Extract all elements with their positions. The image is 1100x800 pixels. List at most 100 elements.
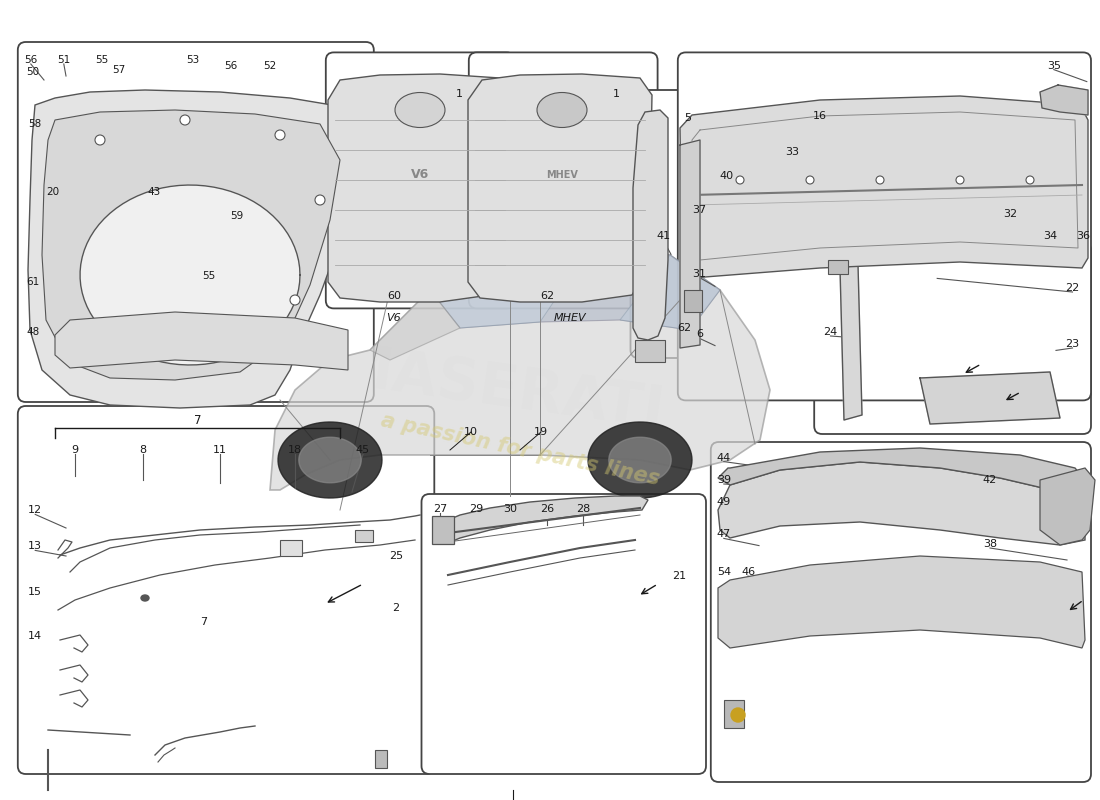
- Text: 35: 35: [1047, 61, 1060, 70]
- Text: 44: 44: [717, 453, 730, 462]
- Text: 52: 52: [263, 62, 276, 71]
- FancyBboxPatch shape: [326, 53, 515, 308]
- Circle shape: [275, 130, 285, 140]
- Polygon shape: [588, 422, 692, 498]
- Bar: [355, 530, 373, 542]
- Polygon shape: [80, 185, 300, 365]
- Text: 28: 28: [576, 504, 590, 514]
- Text: 24: 24: [824, 327, 837, 337]
- FancyBboxPatch shape: [678, 53, 1091, 400]
- Bar: [280, 540, 302, 556]
- Text: 51: 51: [57, 55, 70, 65]
- Polygon shape: [1040, 85, 1088, 115]
- Text: 6: 6: [696, 330, 703, 339]
- Text: 26: 26: [540, 504, 553, 514]
- Text: 45: 45: [356, 445, 370, 454]
- Polygon shape: [680, 96, 1088, 278]
- FancyBboxPatch shape: [18, 406, 434, 774]
- Text: 10: 10: [464, 427, 477, 437]
- Circle shape: [732, 708, 745, 722]
- Text: 62: 62: [541, 291, 554, 301]
- Circle shape: [876, 176, 884, 184]
- Text: MASERATI: MASERATI: [331, 338, 669, 442]
- Polygon shape: [468, 74, 652, 302]
- Text: 34: 34: [1044, 231, 1057, 241]
- Text: 39: 39: [717, 475, 730, 485]
- Text: MHEV: MHEV: [546, 170, 578, 180]
- Circle shape: [315, 195, 324, 205]
- Text: 8: 8: [140, 445, 146, 454]
- FancyBboxPatch shape: [711, 442, 1091, 782]
- Text: 37: 37: [693, 205, 706, 214]
- Polygon shape: [278, 422, 382, 498]
- Text: 58: 58: [29, 119, 42, 129]
- Text: a passion for parts lines: a passion for parts lines: [378, 410, 661, 490]
- Text: 14: 14: [29, 631, 42, 641]
- Text: 2: 2: [393, 603, 399, 613]
- Text: 33: 33: [785, 147, 799, 157]
- Polygon shape: [328, 74, 510, 302]
- FancyBboxPatch shape: [421, 494, 706, 774]
- Text: 5: 5: [684, 114, 691, 123]
- Text: 31: 31: [693, 269, 706, 278]
- Polygon shape: [442, 496, 648, 543]
- Circle shape: [180, 115, 190, 125]
- Circle shape: [95, 135, 104, 145]
- Text: 41: 41: [657, 231, 670, 241]
- Text: 47: 47: [717, 530, 730, 539]
- Polygon shape: [42, 110, 340, 380]
- Text: 29: 29: [470, 504, 483, 514]
- Text: 30: 30: [504, 504, 517, 514]
- Text: 59: 59: [230, 211, 243, 221]
- Text: 1: 1: [613, 90, 619, 99]
- Circle shape: [806, 176, 814, 184]
- Text: 7: 7: [195, 414, 201, 426]
- Circle shape: [290, 295, 300, 305]
- Text: 1: 1: [456, 90, 463, 99]
- Text: 22: 22: [1066, 283, 1079, 293]
- Text: 56: 56: [24, 55, 37, 65]
- Ellipse shape: [141, 595, 149, 601]
- Circle shape: [1026, 176, 1034, 184]
- Bar: [724, 700, 744, 728]
- Polygon shape: [430, 248, 590, 328]
- Text: 42: 42: [983, 475, 997, 485]
- Text: 40: 40: [719, 171, 733, 181]
- Polygon shape: [920, 372, 1060, 424]
- Text: 21: 21: [672, 571, 685, 581]
- Polygon shape: [620, 255, 721, 330]
- Bar: [375, 750, 387, 768]
- Polygon shape: [680, 140, 700, 348]
- Text: 36: 36: [1077, 231, 1090, 241]
- Polygon shape: [840, 265, 862, 420]
- Polygon shape: [718, 556, 1085, 648]
- Text: 15: 15: [29, 587, 42, 597]
- Text: V6: V6: [411, 169, 429, 182]
- Text: 25: 25: [389, 551, 403, 561]
- Polygon shape: [55, 312, 348, 370]
- Polygon shape: [270, 248, 770, 490]
- Text: 7: 7: [200, 618, 207, 627]
- Bar: [635, 340, 666, 362]
- Text: 56: 56: [224, 62, 238, 71]
- Text: 46: 46: [741, 567, 755, 577]
- Polygon shape: [299, 438, 361, 482]
- Polygon shape: [370, 290, 460, 360]
- Bar: [828, 260, 848, 274]
- FancyBboxPatch shape: [630, 90, 764, 358]
- Text: 27: 27: [433, 504, 447, 514]
- Text: 18: 18: [288, 445, 301, 454]
- FancyBboxPatch shape: [469, 53, 658, 308]
- Text: 11: 11: [213, 445, 227, 454]
- Polygon shape: [608, 438, 671, 482]
- Text: 19: 19: [535, 427, 548, 437]
- Text: 32: 32: [1003, 210, 1016, 219]
- Text: 23: 23: [1066, 339, 1079, 349]
- Text: 55: 55: [202, 271, 216, 281]
- Polygon shape: [1040, 468, 1094, 545]
- FancyBboxPatch shape: [18, 42, 374, 402]
- Ellipse shape: [395, 93, 446, 127]
- Bar: [432, 516, 454, 544]
- Polygon shape: [28, 90, 360, 408]
- Text: 50: 50: [26, 67, 40, 77]
